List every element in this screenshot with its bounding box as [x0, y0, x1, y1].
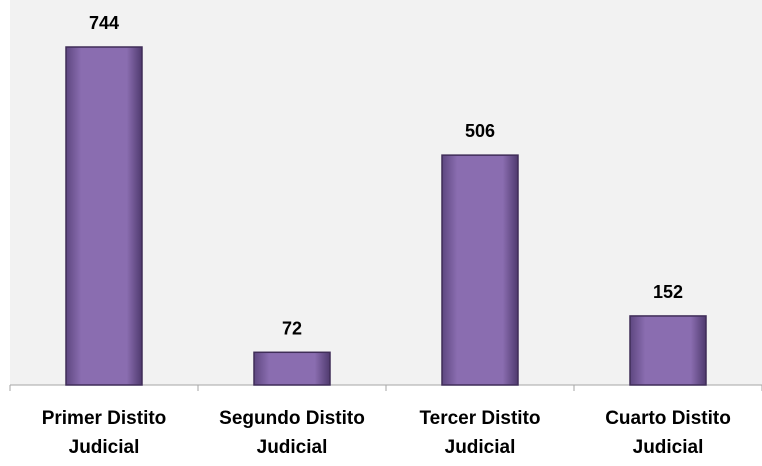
x-tick-label: Cuarto Distito Judicial	[605, 408, 731, 458]
bar	[253, 351, 331, 386]
data-label: 72	[282, 318, 302, 338]
data-label: 152	[653, 282, 683, 302]
x-tick-label: Segundo Distito Judicial	[219, 408, 365, 458]
bar	[65, 46, 143, 386]
x-tick-label: Primer Distito Judicial	[41, 408, 167, 458]
data-label: 506	[465, 121, 495, 141]
bar	[441, 154, 519, 386]
bar	[629, 315, 707, 386]
x-tick-label: Tercer Distito Judicial	[419, 408, 541, 458]
data-label: 744	[89, 13, 119, 33]
